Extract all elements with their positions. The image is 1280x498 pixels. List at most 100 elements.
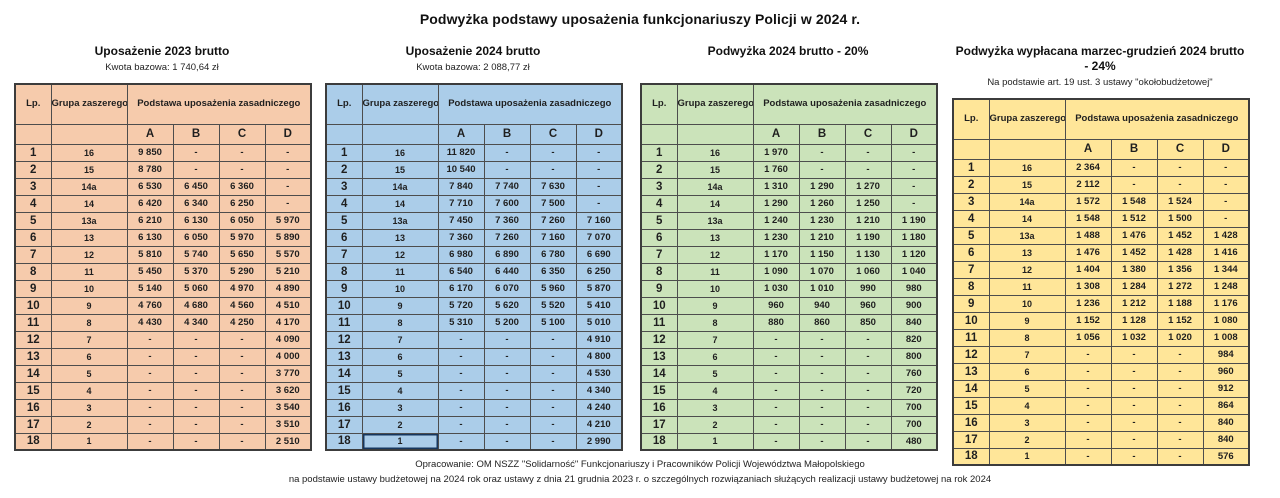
cell-value: 6 540	[437, 262, 485, 281]
cell-value: -	[437, 347, 485, 366]
cell-value: -	[798, 330, 846, 349]
cell-value: -	[798, 398, 846, 417]
cell-value: 1 090	[752, 262, 800, 281]
cell-value: -	[844, 330, 892, 349]
cell-lp: 10	[952, 311, 990, 330]
col-header-b: B	[172, 123, 220, 145]
cell-value: 1 236	[1064, 294, 1112, 313]
cell-value: -	[483, 364, 531, 383]
cell-value: -	[1156, 379, 1204, 398]
table-row: 17 2- - -3 510	[14, 415, 312, 434]
cell-value: -	[437, 364, 485, 383]
cell-value: 5 740	[172, 245, 220, 264]
cell-grupa: 10	[988, 294, 1066, 313]
cell-value: 1 190	[890, 211, 938, 230]
cell-value: -	[529, 160, 577, 179]
cell-value: 960	[1202, 362, 1250, 381]
cell-grupa: 4	[676, 381, 754, 400]
col-header-c: C	[844, 123, 892, 145]
cell-value: 4 340	[172, 313, 220, 332]
table-row: 6 13 1 230 1 210 1 190 1 180	[640, 228, 938, 247]
cell-value: -	[844, 143, 892, 162]
cell-grupa: 2	[988, 430, 1066, 449]
cell-value: 4 250	[218, 313, 266, 332]
cell-value: 5 650	[218, 245, 266, 264]
col-header-lp: Lp.	[640, 83, 678, 125]
table-row: 5 13a 7 450 7 360 7 260 7 160	[325, 211, 623, 230]
cell-value: 3 540	[264, 398, 312, 417]
cell-value: 1 170	[752, 245, 800, 264]
table-row: 13 6- - -800	[640, 347, 938, 366]
cell-grupa: 4	[361, 381, 439, 400]
table-row: 5 13a 1 240 1 230 1 210 1 190	[640, 211, 938, 230]
cell-value: 576	[1202, 447, 1250, 466]
cell-value: 1 476	[1110, 226, 1158, 245]
cell-grupa: 12	[50, 245, 128, 264]
table-row: 15 4- - -864	[952, 396, 1250, 415]
cell-value: -	[529, 143, 577, 162]
cell-value: 5 370	[172, 262, 220, 281]
cell-lp: 16	[952, 413, 990, 432]
cell-value: 7 260	[483, 228, 531, 247]
cell-value: 6 890	[483, 245, 531, 264]
salary-table-2024: Lp.Grupa zaszeregowaniaPodstawa uposażen…	[325, 83, 624, 451]
cell-value: -	[1202, 175, 1250, 194]
table-row: 13 6- - -960	[952, 362, 1250, 381]
cell-value: -	[126, 415, 174, 434]
cell-lp: 12	[14, 330, 52, 349]
cell-lp: 10	[640, 296, 678, 315]
cell-value: 5 290	[218, 262, 266, 281]
cell-value: 820	[890, 330, 938, 349]
cell-lp: 14	[14, 364, 52, 383]
cell-grupa: 14	[988, 209, 1066, 228]
cell-grupa: 11	[988, 277, 1066, 296]
cell-grupa: 14a	[676, 177, 754, 196]
cell-grupa: 12	[361, 245, 439, 264]
cell-value: -	[529, 381, 577, 400]
cell-lp: 3	[640, 177, 678, 196]
col-header-empty	[361, 123, 439, 145]
cell-grupa: 7	[50, 330, 128, 349]
cell-value: -	[1110, 396, 1158, 415]
cell-value: 1 070	[798, 262, 846, 281]
col-header-podstawa: Podstawa uposażenia zasadniczego	[1064, 98, 1250, 140]
cell-lp: 10	[325, 296, 363, 315]
cell-lp: 18	[640, 432, 678, 451]
cell-value: 7 260	[529, 211, 577, 230]
col-header-empty	[952, 138, 990, 160]
table-row: 17 2- - -840	[952, 430, 1250, 449]
cell-value: -	[844, 381, 892, 400]
cell-value: 6 350	[529, 262, 577, 281]
cell-value: 1 248	[1202, 277, 1250, 296]
cell-value: -	[172, 330, 220, 349]
cell-value: 1 428	[1202, 226, 1250, 245]
cell-value: -	[575, 177, 623, 196]
cell-lp: 12	[325, 330, 363, 349]
cell-value: 840	[890, 313, 938, 332]
table-panel-raise-24: Podwyżka wypłacana marzec-grudzień 2024 …	[952, 44, 1251, 466]
cell-value: 6 210	[126, 211, 174, 230]
cell-value: -	[126, 347, 174, 366]
cell-value: 1 210	[798, 228, 846, 247]
cell-value: -	[218, 381, 266, 400]
cell-value: -	[172, 160, 220, 179]
cell-value: -	[798, 432, 846, 451]
table-row: 16 3- - -840	[952, 413, 1250, 432]
cell-value: -	[437, 415, 485, 434]
cell-value: -	[575, 160, 623, 179]
cell-lp: 2	[325, 160, 363, 179]
cell-value: 1 452	[1110, 243, 1158, 262]
cell-value: 6 980	[437, 245, 485, 264]
cell-grupa: 6	[676, 347, 754, 366]
cell-value: -	[1110, 413, 1158, 432]
cell-value: 1 284	[1110, 277, 1158, 296]
table-row: 7 12 6 980 6 890 6 780 6 690	[325, 245, 623, 264]
cell-value: -	[798, 347, 846, 366]
cell-value: -	[126, 364, 174, 383]
cell-grupa: 7	[676, 330, 754, 349]
cell-value: -	[798, 143, 846, 162]
cell-value: -	[529, 364, 577, 383]
cell-grupa: 3	[361, 398, 439, 417]
cell-value: 1 180	[890, 228, 938, 247]
